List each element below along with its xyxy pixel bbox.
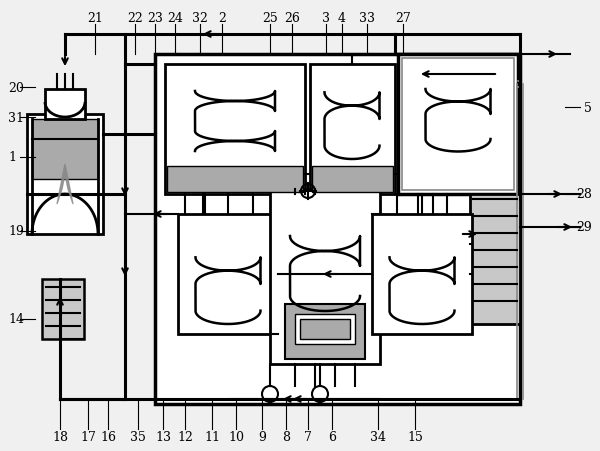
Text: 15: 15 <box>407 431 423 443</box>
Text: 13: 13 <box>155 431 171 443</box>
Bar <box>45 90 85 120</box>
Text: 1: 1 <box>8 151 16 164</box>
Text: 23: 23 <box>147 11 163 24</box>
Text: 32: 32 <box>192 11 208 24</box>
Text: 14: 14 <box>8 313 24 326</box>
Bar <box>300 319 350 339</box>
Text: 11: 11 <box>204 431 220 443</box>
Text: 9: 9 <box>258 431 266 443</box>
Text: 6: 6 <box>328 431 336 443</box>
Text: 35: 35 <box>130 431 146 443</box>
Text: 20: 20 <box>8 81 24 94</box>
Text: 21: 21 <box>87 11 103 24</box>
Bar <box>312 166 393 193</box>
Bar <box>155 55 520 404</box>
Text: 5: 5 <box>584 101 592 114</box>
Bar <box>165 65 305 194</box>
Text: 25: 25 <box>262 11 278 24</box>
Text: 19: 19 <box>8 225 24 238</box>
Text: 26: 26 <box>284 11 300 24</box>
Bar <box>398 55 518 194</box>
Text: 4: 4 <box>338 11 346 24</box>
Bar <box>270 189 380 364</box>
Text: 8: 8 <box>282 431 290 443</box>
Text: 10: 10 <box>228 431 244 443</box>
Bar <box>372 215 472 334</box>
Text: 3: 3 <box>322 11 330 24</box>
Bar <box>295 314 355 344</box>
Bar <box>285 304 365 359</box>
Text: 2: 2 <box>218 11 226 24</box>
Polygon shape <box>57 165 73 205</box>
Bar <box>32 120 98 179</box>
Bar <box>402 59 514 191</box>
Text: 28: 28 <box>576 188 592 201</box>
Text: 7: 7 <box>304 431 312 443</box>
Bar <box>178 215 278 334</box>
Text: 34: 34 <box>370 431 386 443</box>
Text: 29: 29 <box>576 221 592 234</box>
Text: 17: 17 <box>80 431 96 443</box>
Text: 31: 31 <box>8 111 24 124</box>
Text: 24: 24 <box>167 11 183 24</box>
Text: 33: 33 <box>359 11 375 24</box>
Text: 12: 12 <box>177 431 193 443</box>
Bar <box>167 166 303 193</box>
Text: 16: 16 <box>100 431 116 443</box>
Text: 22: 22 <box>127 11 143 24</box>
Text: 18: 18 <box>52 431 68 443</box>
Text: 27: 27 <box>395 11 411 24</box>
Bar <box>310 65 395 194</box>
Bar <box>42 279 84 339</box>
Bar <box>470 194 520 324</box>
Bar <box>27 115 103 235</box>
